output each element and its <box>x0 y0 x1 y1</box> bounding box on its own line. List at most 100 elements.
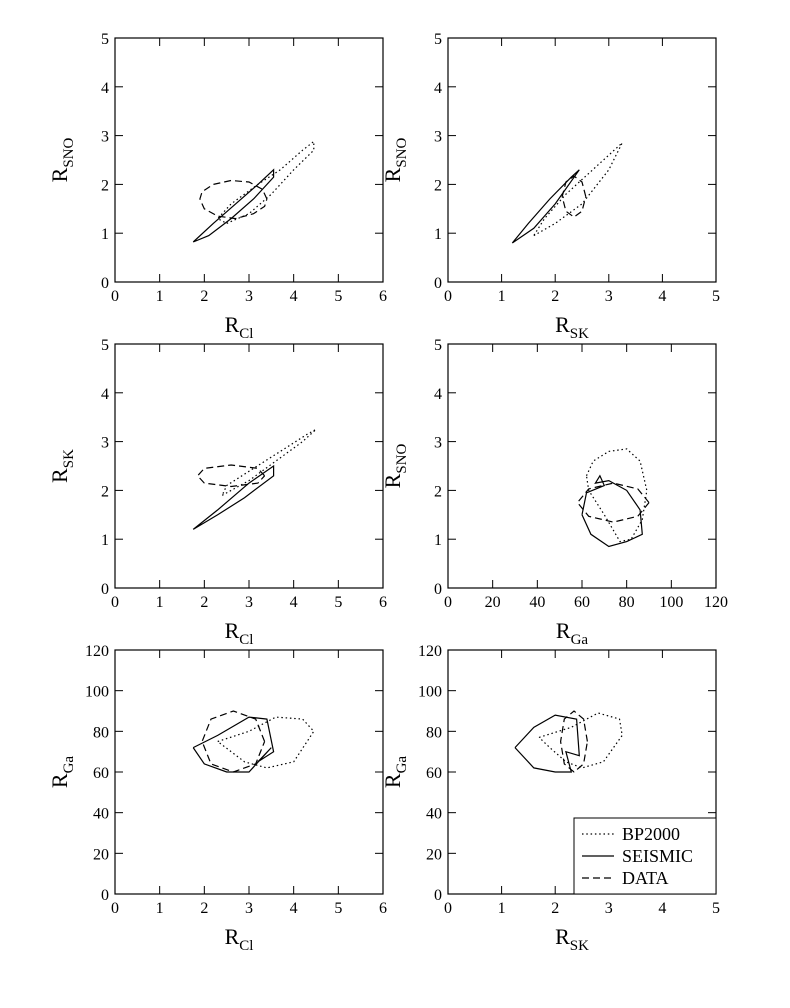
y-label-sub: Ga <box>394 756 410 774</box>
y-tick-label: 40 <box>426 806 442 823</box>
x-label-main: R <box>555 924 570 949</box>
contour <box>192 464 275 530</box>
x-tick-label: 1 <box>498 288 506 305</box>
y-tick-label: 5 <box>101 31 109 48</box>
y-label-sub: SNO <box>61 137 77 167</box>
y-label-sub: Ga <box>61 756 77 774</box>
contour <box>514 714 580 773</box>
x-label-sub: SK <box>570 938 589 954</box>
y-tick-label: 40 <box>93 806 109 823</box>
y-tick-label: 120 <box>85 643 109 660</box>
x-tick-label: 0 <box>444 288 452 305</box>
x-label-sub: Cl <box>239 632 253 648</box>
y-tick-label: 0 <box>101 275 109 292</box>
y-tick-label: 3 <box>434 129 442 146</box>
x-tick-label: 60 <box>574 594 590 611</box>
y-label-sub: SK <box>61 449 77 468</box>
x-tick-label: 100 <box>659 594 683 611</box>
y-axis-label: RGa <box>380 756 410 789</box>
x-axis-label: RCl <box>225 312 254 342</box>
y-axis-label: RSNO <box>47 137 77 182</box>
y-tick-label: 4 <box>101 386 109 403</box>
x-label-sub: Cl <box>239 938 253 954</box>
y-tick-label: 80 <box>93 724 109 741</box>
x-tick-label: 3 <box>245 288 253 305</box>
y-tick-label: 0 <box>101 581 109 598</box>
contour <box>199 179 268 220</box>
y-tick-label: 80 <box>426 724 442 741</box>
y-tick-label: 100 <box>418 684 442 701</box>
y-tick-label: 2 <box>101 177 109 194</box>
y-label-sub: SNO <box>394 443 410 473</box>
x-tick-label: 5 <box>334 288 342 305</box>
contour <box>192 168 275 243</box>
y-label-main: R <box>380 773 405 788</box>
y-axis-label: RGa <box>47 756 77 789</box>
x-tick-label: 4 <box>290 900 298 917</box>
x-label-main: R <box>556 618 571 643</box>
x-tick-label: 2 <box>551 288 559 305</box>
plot-frame <box>447 37 717 283</box>
x-label-sub: Cl <box>239 326 253 342</box>
y-label-sub: SNO <box>394 137 410 167</box>
x-tick-label: 3 <box>605 900 613 917</box>
plot-frame <box>447 343 717 589</box>
x-tick-label: 0 <box>111 900 119 917</box>
y-tick-label: 20 <box>426 846 442 863</box>
x-tick-label: 1 <box>156 594 164 611</box>
y-tick-label: 5 <box>434 337 442 354</box>
x-label-main: R <box>555 312 570 337</box>
x-label-sub: SK <box>570 326 589 342</box>
y-tick-label: 3 <box>101 129 109 146</box>
x-tick-label: 4 <box>658 900 666 917</box>
y-label-main: R <box>47 167 72 182</box>
y-tick-label: 60 <box>426 765 442 782</box>
y-tick-label: 1 <box>434 532 442 549</box>
y-tick-label: 2 <box>434 177 442 194</box>
x-tick-label: 80 <box>619 594 635 611</box>
x-label-sub: Ga <box>571 632 589 648</box>
y-tick-label: 4 <box>101 80 109 97</box>
x-axis-label: RCl <box>225 618 254 648</box>
y-tick-label: 20 <box>93 846 109 863</box>
y-tick-label: 2 <box>434 483 442 500</box>
x-axis-label: RCl <box>225 924 254 954</box>
x-tick-label: 1 <box>156 900 164 917</box>
x-tick-label: 120 <box>704 594 728 611</box>
contour <box>511 169 580 244</box>
x-label-main: R <box>225 924 240 949</box>
y-label-main: R <box>47 468 72 483</box>
x-tick-label: 5 <box>712 288 720 305</box>
y-tick-label: 1 <box>434 226 442 243</box>
legend-label: SEISMIC <box>622 846 693 866</box>
x-tick-label: 20 <box>485 594 501 611</box>
x-axis-label: RSK <box>555 924 589 954</box>
x-axis-label: RSK <box>555 312 589 342</box>
x-tick-label: 5 <box>712 900 720 917</box>
y-tick-label: 0 <box>434 275 442 292</box>
y-tick-label: 5 <box>434 31 442 48</box>
y-axis-label: RSNO <box>380 443 410 488</box>
y-tick-label: 120 <box>418 643 442 660</box>
x-tick-label: 4 <box>658 288 666 305</box>
plot-frame <box>114 343 384 589</box>
contour <box>576 482 650 523</box>
x-tick-label: 4 <box>290 594 298 611</box>
y-tick-label: 5 <box>101 337 109 354</box>
x-axis-label: RGa <box>556 618 589 648</box>
contour <box>561 175 587 218</box>
x-tick-label: 1 <box>156 288 164 305</box>
y-tick-label: 4 <box>434 80 442 97</box>
y-tick-label: 3 <box>101 435 109 452</box>
y-tick-label: 100 <box>85 684 109 701</box>
y-label-main: R <box>47 773 72 788</box>
plot-frame <box>114 37 384 283</box>
y-tick-label: 60 <box>93 765 109 782</box>
x-tick-label: 0 <box>444 900 452 917</box>
contour <box>217 716 315 769</box>
legend-label: BP2000 <box>622 824 680 844</box>
contour <box>538 712 623 769</box>
y-label-main: R <box>380 473 405 488</box>
x-tick-label: 3 <box>245 594 253 611</box>
